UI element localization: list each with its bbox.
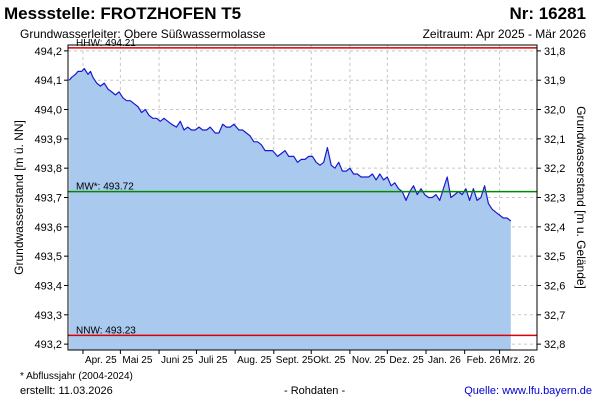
page-title: Messstelle: FROTZHOFEN T5 xyxy=(4,4,242,23)
y2-tick-label: 32,7 xyxy=(544,310,565,322)
period-label: Zeitraum: Apr 2025 - Mär 2026 xyxy=(422,27,586,41)
x-tick-label: Aug. 25 xyxy=(237,355,272,366)
x-tick-label: Sept. 25 xyxy=(276,355,314,366)
x-tick-label: Mai 25 xyxy=(122,355,152,366)
y-tick-label: 494,0 xyxy=(34,105,62,117)
y2-tick-label: 32,1 xyxy=(544,134,565,146)
series-line xyxy=(68,67,512,222)
y2-tick-label: 32,5 xyxy=(544,251,565,263)
x-tick-label: Feb. 26 xyxy=(467,355,501,366)
y2-tick-label: 32,4 xyxy=(544,222,565,234)
x-tick-label: Jan. 26 xyxy=(428,355,461,366)
y2-tick-label: 31,8 xyxy=(544,46,565,58)
aquifer-label: Grundwasserleiter: Obere Süßwassermolass… xyxy=(20,27,266,41)
footnote: * Abflussjahr (2004-2024) xyxy=(20,371,133,382)
ref-label-nnw: NNW: 493.23 xyxy=(76,325,136,336)
series-area xyxy=(69,68,511,350)
station-number: Nr: 16281 xyxy=(509,4,586,23)
x-tick-label: Juni 25 xyxy=(161,355,194,366)
y2-tick-label: 32,2 xyxy=(544,163,565,175)
y2-axis-title: Grundwasserstand [m u. Gelände] xyxy=(574,106,588,289)
y-tick-label: 493,8 xyxy=(34,163,62,175)
source-link[interactable]: Quelle: www.lfu.bayern.de xyxy=(464,385,592,397)
ref-label-mw: MW*: 493.72 xyxy=(76,182,134,193)
y-tick-label: 494,2 xyxy=(34,46,62,58)
y-axis-title: Grundwasserstand [m ü. NN] xyxy=(12,120,26,275)
x-tick-label: Apr. 25 xyxy=(85,355,117,366)
y2-tick-label: 32,6 xyxy=(544,280,565,292)
y2-tick-label: 32,3 xyxy=(544,193,565,205)
x-tick-label: Juli 25 xyxy=(198,355,227,366)
y-tick-label: 493,7 xyxy=(34,193,62,205)
ref-label-hhw: HHW: 494.21 xyxy=(76,38,136,49)
y-tick-label: 493,6 xyxy=(34,222,62,234)
created-date: erstellt: 11.03.2026 xyxy=(20,385,113,397)
x-tick-label: Okt. 25 xyxy=(313,355,346,366)
y2-tick-label: 32,8 xyxy=(544,339,565,351)
y-tick-label: 493,3 xyxy=(34,310,62,322)
y-tick-label: 493,2 xyxy=(34,339,62,351)
y-tick-label: 494,1 xyxy=(34,75,62,87)
x-tick-label: Mrz. 26 xyxy=(502,355,536,366)
raw-data-note: - Rohdaten - xyxy=(284,385,346,397)
y-tick-label: 493,5 xyxy=(34,251,62,263)
x-tick-label: Nov. 25 xyxy=(352,355,386,366)
y2-tick-label: 31,9 xyxy=(544,75,565,87)
y2-tick-label: 32,0 xyxy=(544,105,565,117)
y-tick-label: 493,9 xyxy=(34,134,62,146)
x-tick-label: Dez. 25 xyxy=(389,355,424,366)
y-tick-label: 493,4 xyxy=(34,280,62,292)
